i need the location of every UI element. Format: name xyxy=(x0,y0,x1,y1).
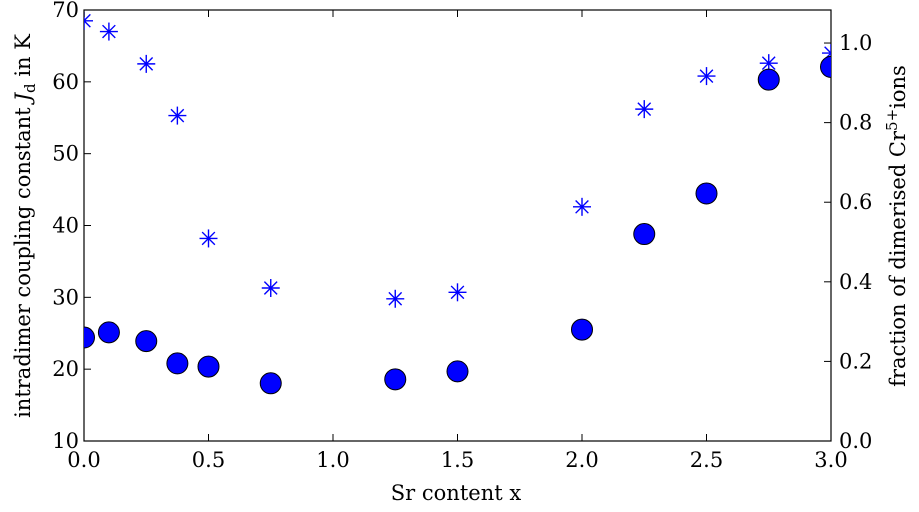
circle-marker xyxy=(97,321,120,344)
star-marker xyxy=(573,197,591,216)
y-left-label-symbol: J xyxy=(11,91,35,105)
x-tick-label: 2.5 xyxy=(690,448,723,472)
y-right-tick-label: 0.8 xyxy=(839,111,872,135)
circle-marker xyxy=(695,182,718,205)
y-right-tick-label: 0.6 xyxy=(839,190,872,214)
circle-marker xyxy=(197,355,220,378)
y-right-tick-label: 0.4 xyxy=(839,270,872,294)
star-marker xyxy=(697,67,716,86)
circle-marker xyxy=(259,372,282,395)
star-marker xyxy=(199,229,218,248)
circle-marker xyxy=(633,223,656,246)
y-right-label-suffix: ions xyxy=(886,65,910,109)
star-marker xyxy=(448,283,467,302)
circle-marker xyxy=(757,68,780,91)
y-left-tick-label: 70 xyxy=(52,0,79,22)
y-right-tick-label: 0.0 xyxy=(839,429,872,453)
y-right-axis-ticks: 0.0 0.2 0.4 0.6 0.8 1.0 xyxy=(824,31,872,453)
star-marker xyxy=(99,22,118,41)
circle-marker xyxy=(820,55,831,78)
circle-marker xyxy=(384,368,407,391)
circle-marker xyxy=(166,352,189,375)
y-left-label-text: intradimer coupling constant xyxy=(11,107,35,418)
star-marker xyxy=(137,54,156,73)
y-right-tick-label: 1.0 xyxy=(839,31,872,55)
y-left-tick-label: 30 xyxy=(52,285,79,309)
star-marker xyxy=(635,100,654,119)
y-left-tick-label: 60 xyxy=(52,70,79,94)
x-tick-label: 3.0 xyxy=(814,448,847,472)
star-marker xyxy=(84,11,93,30)
y-left-tick-label: 20 xyxy=(52,357,79,381)
y-left-axis-ticks: 10 20 30 40 50 60 70 xyxy=(52,0,91,453)
star-marker xyxy=(168,106,187,125)
data-points xyxy=(84,11,831,395)
y-left-tick-label: 40 xyxy=(52,214,79,238)
y-left-tick-label: 10 xyxy=(52,429,79,453)
y-right-label-superscript: 5+ xyxy=(883,109,901,131)
x-tick-label: 1.0 xyxy=(316,448,349,472)
x-tick-label: 1.5 xyxy=(441,448,474,472)
x-tick-label: 0.0 xyxy=(67,448,100,472)
star-marker xyxy=(759,54,778,73)
y-right-tick-label: 0.2 xyxy=(839,349,872,373)
x-axis-label: Sr content x xyxy=(391,481,522,505)
circle-marker xyxy=(84,326,95,349)
x-axis-ticks: 0.0 0.5 1.0 1.5 2.0 2.5 3.0 xyxy=(67,10,848,472)
circle-marker xyxy=(135,330,158,353)
x-tick-label: 2.0 xyxy=(565,448,598,472)
y-left-axis-label: intradimer coupling constant Jd in K xyxy=(11,34,39,418)
circle-marker xyxy=(571,318,593,341)
star-marker xyxy=(386,289,405,308)
y-left-label-subscript: d xyxy=(21,83,39,93)
y-left-tick-label: 50 xyxy=(52,142,79,166)
y-right-axis-label: fraction of dimerised Cr5+ions xyxy=(883,65,910,387)
star-marker xyxy=(261,278,280,297)
y-left-label-suffix: in K xyxy=(11,34,35,84)
x-tick-label: 0.5 xyxy=(192,448,225,472)
circle-marker xyxy=(446,360,469,383)
y-right-label-text: fraction of dimerised Cr xyxy=(886,130,910,387)
